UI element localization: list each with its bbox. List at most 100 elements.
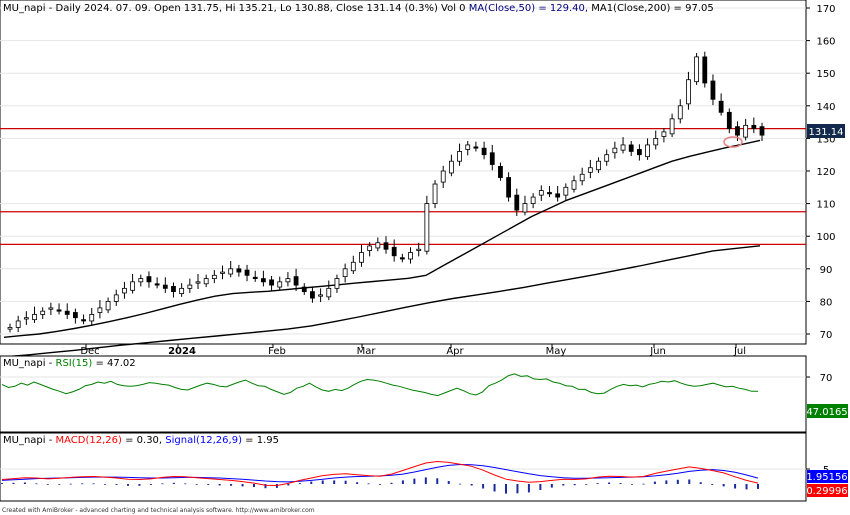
macd-hist-bar <box>665 480 668 484</box>
candle-body <box>735 126 740 136</box>
candle-body <box>318 294 324 297</box>
candle-body <box>645 144 650 158</box>
macd-hist-bar <box>81 483 84 485</box>
candles-layer <box>7 51 765 333</box>
candle-body <box>260 278 266 283</box>
candle-body <box>97 307 103 313</box>
candle-body <box>759 126 765 136</box>
ma50-layer <box>3 139 761 338</box>
candle-body <box>669 118 675 135</box>
macd-hist-bar <box>298 483 301 484</box>
macd-last-text: 0.29996 <box>806 486 847 497</box>
x-tick-label: Apr <box>446 346 464 357</box>
candle-body <box>587 167 593 173</box>
candle-body <box>211 274 217 279</box>
candle-body <box>105 300 111 311</box>
x-tick-label: Jul <box>733 346 746 357</box>
candle-body <box>383 242 389 250</box>
candle-body <box>56 309 62 312</box>
macd-hist-bar <box>127 484 129 486</box>
candle-body <box>162 284 168 289</box>
candle-body <box>375 242 381 249</box>
candle-body <box>342 268 348 278</box>
macd-hist-bar <box>69 483 72 485</box>
macd-hist-bar <box>218 484 221 486</box>
signal-last-text: 1.95156 <box>806 472 847 483</box>
candle-body <box>359 252 364 263</box>
last-price-label: 131.14 <box>807 124 845 138</box>
macd-hist-bar <box>573 484 576 486</box>
macd-hist-bar <box>115 484 118 485</box>
candle-body <box>751 124 757 130</box>
macd-hist-bar <box>562 484 565 486</box>
header-segment-2: MA1(Close,200) = 97.05 <box>591 3 714 14</box>
header-segment-1: RSI(15) <box>56 358 93 369</box>
candle-body <box>596 160 601 171</box>
macd-hist-bar <box>35 483 38 485</box>
macd-hist-bar <box>711 484 714 485</box>
candle-body <box>448 160 454 174</box>
candle-body <box>636 149 642 156</box>
candle-body <box>628 144 634 152</box>
macd-hist-bar <box>459 483 462 485</box>
rsi-last-label: 47.0165 <box>806 404 848 418</box>
candle-body <box>130 281 136 291</box>
candle-body <box>187 284 193 289</box>
macd-hist-bar <box>401 480 404 484</box>
x-tick-label: Dec <box>80 346 99 357</box>
price-panel: MU_napi - Daily 2024. 07. 09. Open 131.7… <box>0 0 845 358</box>
macd-hist-bar <box>436 478 439 484</box>
candle-body <box>604 154 610 162</box>
y-tick-label: 80 <box>820 297 833 308</box>
candle-body <box>694 56 700 83</box>
candle-body <box>195 281 201 284</box>
header-segment-0: MU_napi - Daily 2024. 07. 09. Open 131.7… <box>3 3 469 14</box>
header-segment-0: MU_napi - <box>3 358 56 369</box>
candle-body <box>489 152 495 165</box>
macd-panel: MU_napi - MACD(12,26) = 0.30, Signal(12,… <box>0 432 848 502</box>
y-tick-label: 90 <box>820 265 833 276</box>
last-price-text: 131.14 <box>809 127 844 138</box>
macd-hist-bar <box>149 484 152 485</box>
macd-hist-bar <box>333 480 336 484</box>
macd-hist-bar <box>310 481 313 484</box>
candle-body <box>113 294 119 302</box>
candle-body <box>620 144 626 151</box>
candle-body <box>653 137 659 146</box>
header-segment-2: = 0.30, <box>122 435 165 446</box>
x-tick-label: 2024 <box>168 346 196 357</box>
candle-body <box>220 271 225 274</box>
candle-body <box>710 80 716 100</box>
candle-body <box>293 276 299 286</box>
candle-body <box>32 314 37 321</box>
macd-line <box>1 460 759 487</box>
rsi-panel: MU_napi - RSI(15) = 47.02 70 47.0165 <box>0 355 848 433</box>
candle-body <box>506 177 512 198</box>
x-tick-label: May <box>546 346 567 357</box>
macd-hist-bar <box>12 482 15 484</box>
candle-body <box>686 79 691 105</box>
candle-body <box>399 257 405 260</box>
candle-body <box>498 166 503 178</box>
candle-body <box>432 183 438 204</box>
macd-hist-bar <box>58 484 61 485</box>
candle-body <box>64 310 70 315</box>
candle-body <box>72 312 78 319</box>
candle-body <box>154 283 160 286</box>
candle-body <box>547 192 552 195</box>
macd-hist-bar <box>631 484 633 485</box>
macd-hist-bar <box>413 478 416 484</box>
candle-body <box>138 278 144 283</box>
macd-lines-layer <box>1 460 759 487</box>
macd-histogram-layer <box>1 477 759 494</box>
macd-hist-bar <box>745 484 748 490</box>
candle-body <box>563 186 569 196</box>
x-tick-label: Jun <box>649 346 666 357</box>
y-tick-label: 170 <box>816 4 835 15</box>
candle-body <box>538 190 544 196</box>
candle-body <box>244 269 250 276</box>
macd-hist-bar <box>195 484 198 485</box>
candle-body <box>301 286 307 293</box>
macd-hist-bar <box>539 484 542 490</box>
